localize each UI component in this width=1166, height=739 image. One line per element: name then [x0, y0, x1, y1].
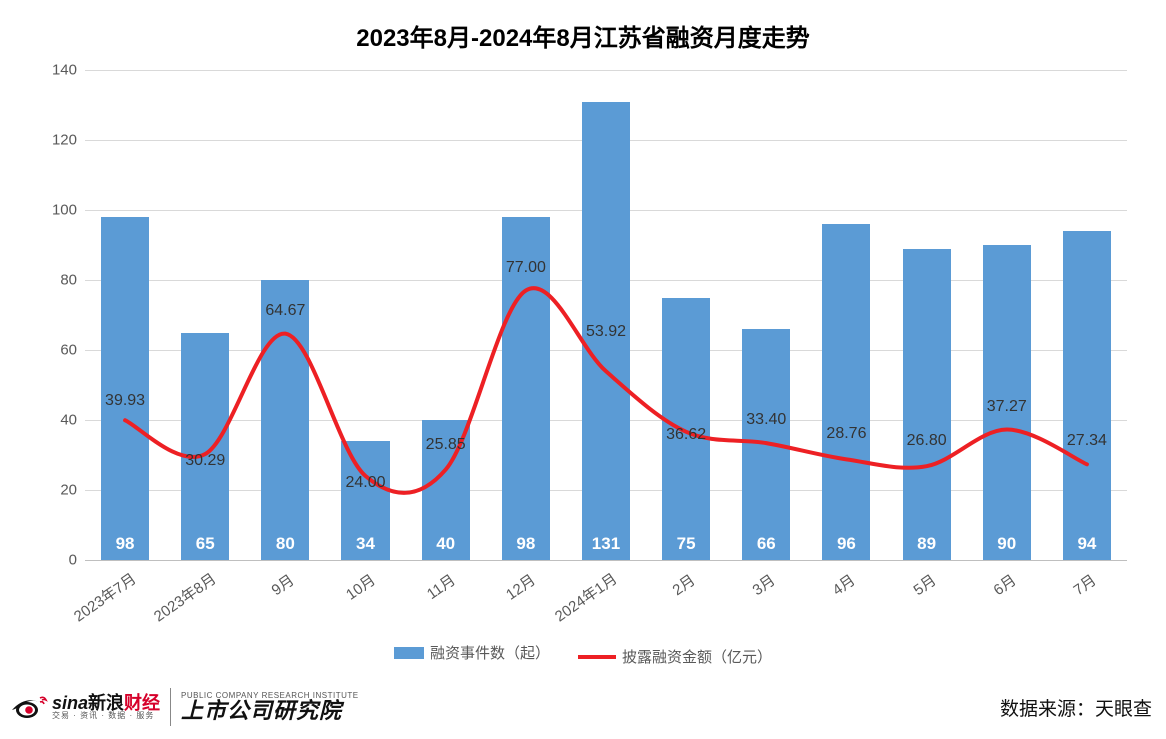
legend-item-line: 披露融资金额（亿元） [578, 646, 772, 667]
y-tick-label: 80 [60, 272, 77, 289]
y-tick-label: 140 [52, 62, 77, 79]
sina-subtitle: 交易 · 资讯 · 数据 · 服务 [52, 712, 160, 720]
sina-cn-b: 财经 [124, 693, 160, 713]
plot-area: 0204060801001201409865803440981317566968… [85, 70, 1127, 560]
y-tick-label: 40 [60, 412, 77, 429]
bar: 66 [742, 329, 790, 560]
legend-item-bars: 融资事件数（起） [394, 642, 550, 663]
x-tick-label: 4月 [828, 569, 859, 600]
chart-container: 2023年8月-2024年8月江苏省融资月度走势 0 20 40 60 80 100 120… [0, 0, 1166, 739]
sina-wordmark: sina [52, 693, 88, 713]
y-tick-label: 60 [60, 342, 77, 359]
line-value-label: 36.62 [666, 426, 706, 444]
bar-value-label: 34 [356, 534, 375, 554]
bar-value-label: 131 [592, 534, 620, 554]
bar: 96 [822, 224, 870, 560]
sina-logo: sina新浪财经 交易 · 资讯 · 数据 · 服务 [10, 692, 160, 722]
bar-value-label: 75 [677, 534, 696, 554]
legend-label-bars: 融资事件数（起） [430, 642, 550, 663]
line-value-label: 28.76 [826, 425, 866, 443]
x-tick-label: 2023年8月 [149, 568, 220, 626]
gridline [85, 70, 1127, 71]
x-tick-label: 12月 [501, 569, 539, 604]
y-tick-label: 100 [52, 202, 77, 219]
x-tick-label: 6月 [989, 569, 1020, 600]
footer: sina新浪财经 交易 · 资讯 · 数据 · 服务 PUBLIC COMPAN… [0, 681, 1166, 739]
x-tick-label: 10月 [341, 569, 379, 604]
bar-value-label: 98 [116, 534, 135, 554]
bar-value-label: 90 [997, 534, 1016, 554]
bar-value-label: 98 [516, 534, 535, 554]
x-tick-label: 2023年7月 [69, 568, 140, 626]
x-tick-label: 11月 [422, 569, 459, 604]
bar: 34 [341, 441, 389, 560]
bar-value-label: 66 [757, 534, 776, 554]
bar: 80 [261, 280, 309, 560]
line-value-label: 77.00 [506, 259, 546, 277]
y-tick-label: 20 [60, 482, 77, 499]
brand-divider [170, 688, 171, 726]
bar-value-label: 80 [276, 534, 295, 554]
x-tick-label: 9月 [267, 569, 298, 600]
bar-value-label: 94 [1077, 534, 1096, 554]
legend-label-line: 披露融资金额（亿元） [622, 646, 772, 667]
line-value-label: 39.93 [105, 392, 145, 410]
y-tick-label: 0 [69, 552, 77, 569]
brand-block: sina新浪财经 交易 · 资讯 · 数据 · 服务 PUBLIC COMPAN… [10, 688, 359, 726]
bar-value-label: 96 [837, 534, 856, 554]
bar-value-label: 65 [196, 534, 215, 554]
line-value-label: 33.40 [746, 411, 786, 429]
x-tick-label: 7月 [1069, 569, 1100, 600]
line-value-label: 64.67 [265, 302, 305, 320]
bar-value-label: 40 [436, 534, 455, 554]
chart-title: 2023年8月-2024年8月江苏省融资月度走势 [0, 0, 1166, 53]
sina-text: sina新浪财经 交易 · 资讯 · 数据 · 服务 [52, 694, 160, 720]
data-source: 数据来源：天眼查 [1000, 694, 1152, 721]
institute-cn: 上市公司研究院 [181, 700, 359, 722]
y-tick-label: 120 [52, 132, 77, 149]
bar: 98 [101, 217, 149, 560]
line-value-label: 53.92 [586, 323, 626, 341]
legend-swatch-bar-icon [394, 647, 424, 659]
line-value-label: 30.29 [185, 452, 225, 470]
sina-cn-a: 新浪 [88, 693, 124, 713]
x-tick-label: 3月 [748, 569, 779, 600]
bar: 65 [181, 333, 229, 561]
bar: 94 [1063, 231, 1111, 560]
line-value-label: 37.27 [987, 398, 1027, 416]
line-value-label: 24.00 [346, 474, 386, 492]
x-tick-label: 5月 [908, 569, 939, 600]
bar-value-label: 89 [917, 534, 936, 554]
x-tick-label: 2024年1月 [550, 568, 621, 626]
line-value-label: 26.80 [907, 432, 947, 450]
legend-swatch-line-icon [578, 655, 616, 659]
legend: 融资事件数（起） 披露融资金额（亿元） [0, 642, 1166, 667]
sina-eye-icon [10, 692, 48, 722]
x-tick-label: 2月 [668, 569, 699, 600]
line-value-label: 25.85 [426, 436, 466, 454]
institute-logo: PUBLIC COMPANY RESEARCH INSTITUTE 上市公司研究… [181, 692, 359, 722]
gridline [85, 560, 1127, 561]
bar: 89 [903, 249, 951, 561]
line-value-label: 27.34 [1067, 432, 1107, 450]
